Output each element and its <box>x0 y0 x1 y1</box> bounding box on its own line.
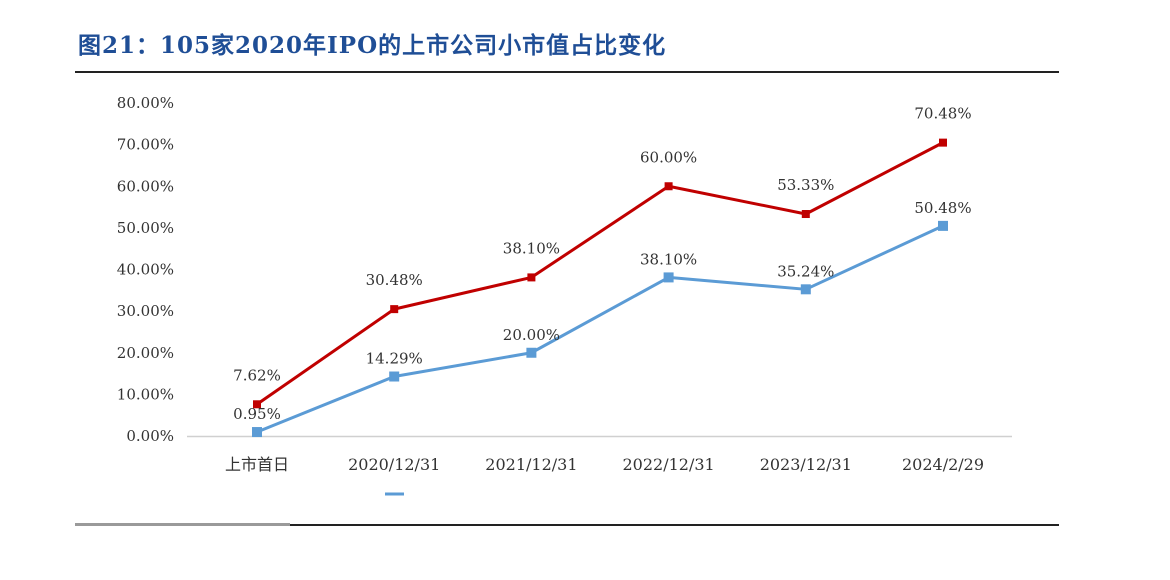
y-tick-label: 80.00% <box>117 94 174 112</box>
y-tick-label: 70.00% <box>117 136 174 154</box>
data-point <box>389 371 400 382</box>
data-label: 53.33% <box>777 176 834 194</box>
series-line-blue <box>256 224 944 434</box>
data-label: 35.24% <box>777 262 834 280</box>
data-label: 38.10% <box>503 239 560 257</box>
data-label: 7.62% <box>233 366 281 384</box>
data-label: 60.00% <box>640 148 697 166</box>
y-tick-label: 40.00% <box>117 261 174 279</box>
x-tick-label: 2021/12/31 <box>485 455 577 474</box>
data-point <box>800 284 811 295</box>
y-axis-ticks: 0.00% 10.00% 20.00% 30.00% 40.00% 50.00% 60.00… <box>117 94 174 445</box>
series-layer <box>252 138 948 438</box>
data-point <box>526 347 537 358</box>
data-point <box>252 427 262 438</box>
data-label: 30.48% <box>366 271 423 289</box>
y-tick-label: 60.00% <box>117 177 174 195</box>
data-label: 0.95% <box>233 405 281 423</box>
y-tick-label: 0.00% <box>126 427 174 445</box>
data-point <box>939 138 947 147</box>
data-point <box>527 273 536 282</box>
data-point <box>253 400 261 409</box>
chart-title: 图21：105家2020年IPO的上市公司小市值占比变化 <box>78 32 667 59</box>
x-tick-label: 2024/2/29 <box>902 455 984 474</box>
x-tick-label: 2020/12/31 <box>348 455 440 474</box>
bottom-divider-accent <box>75 523 290 526</box>
data-point <box>801 210 810 219</box>
x-tick-label: 上市首日 <box>225 455 289 474</box>
x-tick-label: 2023/12/31 <box>760 455 852 474</box>
data-point <box>663 272 674 283</box>
bottom-divider <box>75 524 1059 526</box>
y-tick-label: 50.00% <box>117 219 174 237</box>
data-label: 38.10% <box>640 250 697 268</box>
data-labels: 7.62% 30.48% 38.10% 60.00% 53.33% 70.48% 0.95%… <box>233 105 971 423</box>
data-label: 14.29% <box>366 350 423 368</box>
y-tick-label: 20.00% <box>117 344 174 362</box>
data-point <box>664 182 673 191</box>
x-tick-label: 2022/12/31 <box>622 455 714 474</box>
y-tick-label: 30.00% <box>117 302 174 320</box>
data-label: 20.00% <box>503 326 560 344</box>
top-divider <box>75 71 1059 73</box>
data-label: 50.48% <box>914 199 971 217</box>
data-point <box>938 220 948 231</box>
data-label: 70.48% <box>914 105 971 123</box>
x-axis-ticks: 上市首日 2020/12/31 2021/12/31 2022/12/31 2023/1… <box>225 455 984 474</box>
y-tick-label: 10.00% <box>117 385 174 403</box>
series-line-red <box>256 141 944 406</box>
data-point <box>390 305 399 314</box>
